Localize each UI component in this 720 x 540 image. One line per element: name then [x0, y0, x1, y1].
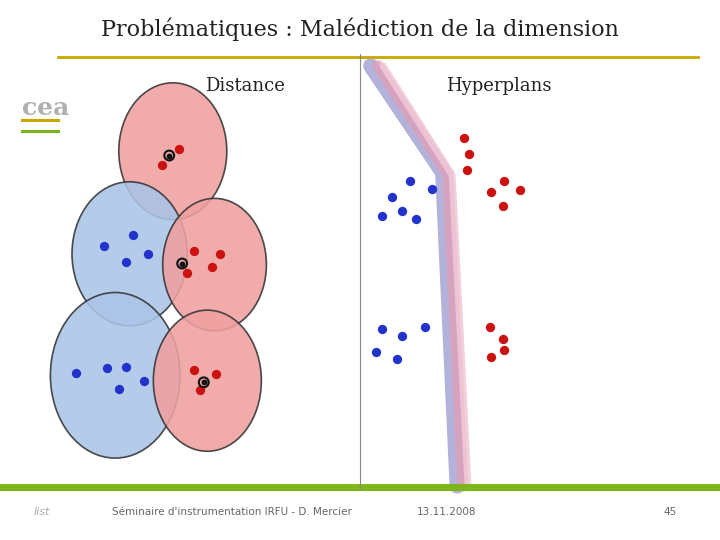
Text: Problématiques : Malédiction de la dimension: Problématiques : Malédiction de la dimen…	[101, 18, 619, 42]
Text: cea: cea	[22, 96, 69, 120]
Text: Séminaire d'instrumentation IRFU - D. Mercier: Séminaire d'instrumentation IRFU - D. Me…	[112, 507, 351, 517]
Point	[396, 332, 408, 340]
Point	[498, 177, 510, 185]
Text: list: list	[34, 507, 50, 517]
Point	[120, 258, 132, 266]
Point	[514, 186, 526, 194]
Point	[426, 185, 438, 193]
Point	[138, 376, 150, 385]
Ellipse shape	[50, 293, 180, 458]
Point	[176, 259, 188, 268]
Point	[210, 369, 222, 378]
Point	[498, 346, 510, 354]
Point	[392, 355, 403, 363]
Text: Distance: Distance	[205, 77, 284, 96]
Point	[485, 353, 497, 362]
Point	[484, 322, 495, 331]
Point	[396, 206, 408, 215]
Text: 45: 45	[663, 507, 676, 517]
Point	[198, 378, 210, 387]
Point	[387, 193, 398, 201]
Point	[163, 151, 175, 160]
Point	[370, 348, 382, 356]
Ellipse shape	[163, 198, 266, 331]
Point	[376, 325, 387, 334]
Point	[156, 160, 168, 169]
Point	[99, 241, 110, 250]
Point	[176, 259, 188, 268]
Point	[497, 335, 508, 343]
Point	[163, 151, 175, 160]
Point	[214, 249, 225, 258]
Point	[464, 150, 475, 158]
Ellipse shape	[153, 310, 261, 451]
Point	[405, 177, 416, 185]
Point	[485, 187, 497, 196]
Point	[101, 364, 112, 373]
Ellipse shape	[119, 83, 227, 220]
Point	[120, 363, 132, 372]
Point	[497, 202, 508, 211]
Ellipse shape	[72, 182, 187, 326]
Point	[113, 384, 125, 393]
Point	[70, 368, 81, 377]
Point	[173, 144, 184, 153]
Point	[127, 231, 139, 239]
Point	[189, 366, 200, 374]
Point	[181, 268, 193, 277]
Point	[459, 133, 470, 142]
Point	[194, 386, 206, 394]
Point	[198, 378, 210, 387]
Text: 13.11.2008: 13.11.2008	[417, 507, 476, 517]
Point	[410, 214, 422, 223]
Point	[142, 249, 153, 258]
Point	[376, 212, 387, 220]
Point	[189, 247, 200, 255]
Point	[419, 322, 431, 331]
Text: Hyperplans: Hyperplans	[446, 77, 552, 96]
Point	[207, 263, 218, 272]
Point	[461, 166, 472, 174]
